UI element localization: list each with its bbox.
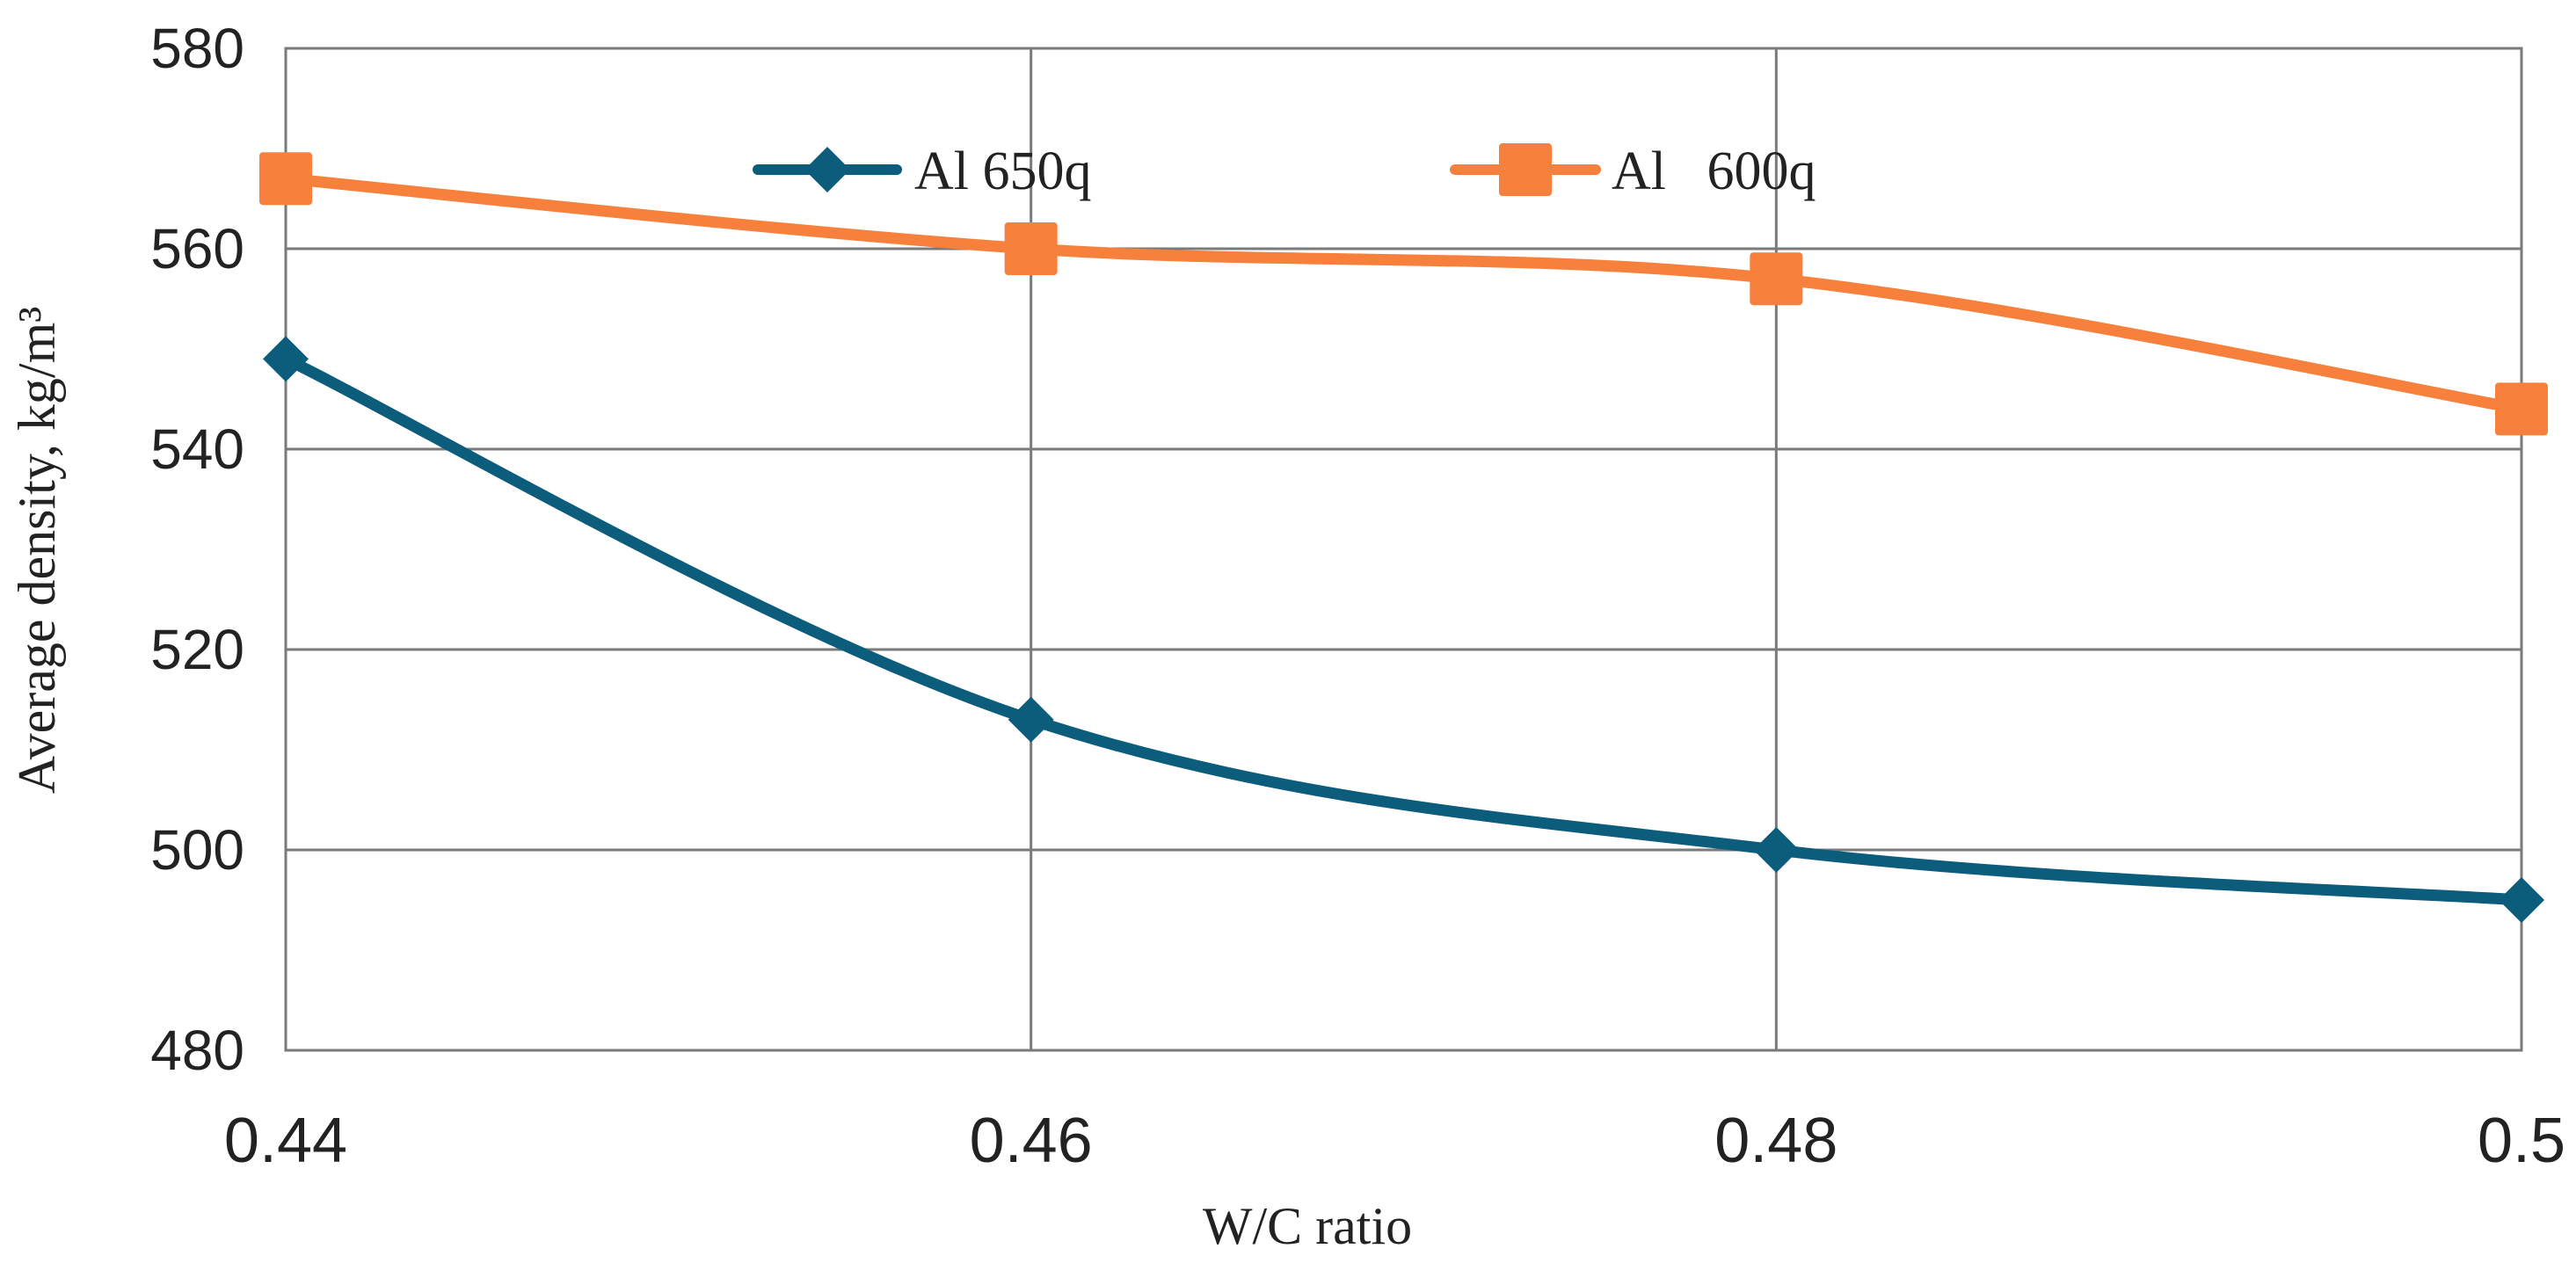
x-axis-title: W/C ratio <box>1203 1197 1412 1255</box>
series-al-600q <box>259 152 2548 436</box>
y-axis-ticks: 480 500 520 540 560 580 <box>150 17 244 1082</box>
data-point-al-650q <box>1753 827 1800 873</box>
x-tick-label: 0.5 <box>2478 1106 2565 1176</box>
y-tick-label: 480 <box>150 1019 244 1082</box>
grid <box>284 47 2523 1052</box>
data-point-al-600q <box>1004 222 1058 275</box>
x-tick-label: 0.44 <box>224 1106 347 1176</box>
data-point-al-600q <box>2495 382 2548 436</box>
data-point-al-600q <box>1750 252 1803 306</box>
plot-area-border <box>284 47 2523 1052</box>
y-tick-label: 580 <box>150 17 244 80</box>
data-point-al-650q <box>2499 877 2544 923</box>
x-tick-label: 0.46 <box>970 1106 1093 1176</box>
series-line-al-600q <box>280 172 2528 415</box>
series-line-al-650q <box>280 352 2528 906</box>
series-al-650q <box>263 336 2544 923</box>
data-point-al-600q <box>259 152 312 206</box>
y-tick-label: 500 <box>150 818 244 882</box>
legend: Al 650q Al 600q <box>753 142 1816 201</box>
y-axis-title: Average density, kg/m³ <box>8 307 66 795</box>
y-tick-label: 540 <box>150 417 244 481</box>
legend-item-al-650q: Al 650q <box>753 142 1092 201</box>
y-tick-label: 520 <box>150 618 244 681</box>
series-layer <box>259 152 2548 923</box>
legend-item-al-600q: Al 600q <box>1450 142 1816 201</box>
legend-marker-al-600q <box>1499 143 1552 196</box>
legend-label-al-600q: Al 600q <box>1612 142 1816 201</box>
data-point-al-650q <box>1008 696 1054 743</box>
x-tick-label: 0.48 <box>1714 1106 1837 1176</box>
legend-label-al-650q: Al 650q <box>914 142 1092 201</box>
data-point-al-650q <box>263 336 309 382</box>
x-axis-ticks: 0.44 0.46 0.48 0.5 <box>224 1106 2565 1176</box>
legend-marker-al-650q <box>804 147 850 192</box>
y-tick-label: 560 <box>150 217 244 280</box>
